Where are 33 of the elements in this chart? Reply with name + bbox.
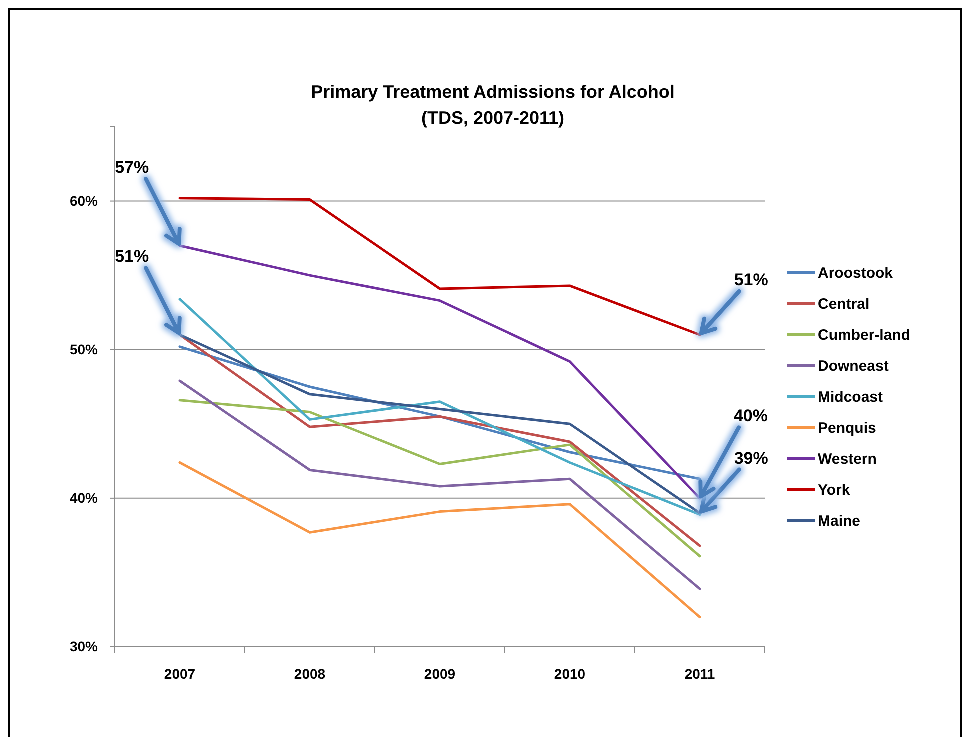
line-series <box>178 399 702 558</box>
legend-label: Aroostook <box>818 265 894 282</box>
x-tick-label: 2011 <box>684 666 716 682</box>
annotation: 51% <box>115 247 150 266</box>
line-series <box>178 462 702 619</box>
legend-label: Penquis <box>818 420 876 437</box>
x-tick-label: 2008 <box>294 666 326 682</box>
y-tick-label: 40% <box>70 490 99 506</box>
legend-label: Cumber-land <box>818 327 911 344</box>
y-tick-label: 60% <box>70 192 99 209</box>
legend-label: York <box>818 482 851 499</box>
legend-label: Western <box>818 451 877 468</box>
line-series <box>178 380 702 590</box>
annotation: 39% <box>734 448 768 468</box>
legend-label: Maine <box>818 513 861 530</box>
legend-label: Central <box>818 296 870 313</box>
line-series <box>178 334 702 548</box>
chart-subtitle: (TDS, 2007-2011) <box>421 108 565 128</box>
annotation: 51% <box>734 270 768 290</box>
annotation: 40% <box>734 406 768 426</box>
y-tick-label: 50% <box>70 341 99 358</box>
x-tick-label: 2007 <box>164 666 196 682</box>
line-series <box>178 298 702 516</box>
line-series <box>178 334 702 515</box>
legend-label: Midcoast <box>818 389 884 406</box>
annotation: 57% <box>115 158 150 178</box>
legend-label: Downeast <box>818 358 889 375</box>
y-tick-label: 30% <box>70 638 99 654</box>
x-tick-label: 2009 <box>424 666 456 682</box>
x-tick-label: 2010 <box>554 666 586 682</box>
chart-title: Primary Treatment Admissions for Alcohol <box>311 82 675 102</box>
line-series <box>178 244 702 500</box>
line-series <box>178 197 702 336</box>
